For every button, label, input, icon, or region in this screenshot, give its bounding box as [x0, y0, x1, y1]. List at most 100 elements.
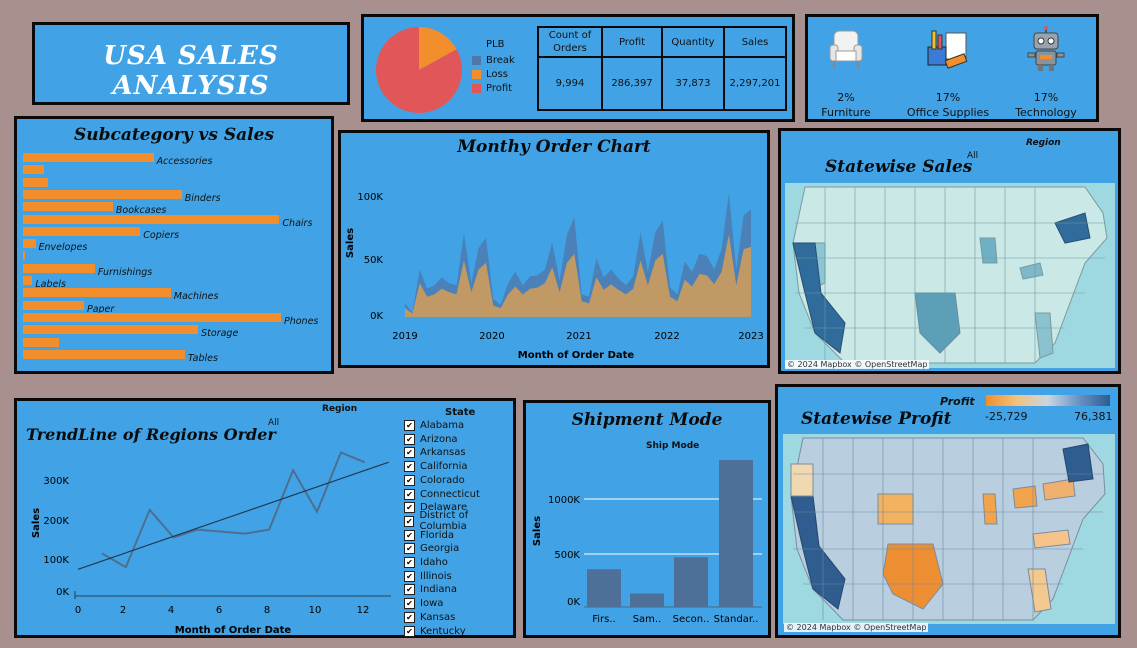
subcategory-bar[interactable] [23, 226, 141, 236]
subcategory-bar[interactable] [23, 165, 45, 175]
subcategory-bar[interactable] [23, 239, 36, 249]
statewise-profit-map[interactable] [783, 434, 1115, 624]
trend-ytick-0k: 0K [56, 587, 69, 598]
shipment-bar[interactable] [630, 593, 664, 608]
category-furniture[interactable]: 2% Furniture [796, 25, 896, 119]
checkbox-checked-icon[interactable]: ✔ [404, 625, 415, 637]
category-office-supplies-name: Office Supplies [906, 106, 990, 119]
kpi-value-profit: 286,397 [603, 58, 663, 109]
trend-xtick-6: 6 [216, 605, 222, 616]
statewise-sales-map[interactable] [785, 183, 1115, 368]
checkbox-checked-icon[interactable]: ✔ [404, 543, 415, 555]
region-filter-value[interactable]: All [967, 151, 979, 161]
plb-legend-loss[interactable]: Loss [472, 67, 515, 81]
subcategory-bar[interactable] [23, 202, 113, 212]
plb-legend-break[interactable]: Break [472, 53, 515, 67]
subcategory-bar[interactable] [23, 153, 154, 162]
monthly-ytick-50k: 50K [364, 255, 384, 266]
monthly-ytick-0: 0K [370, 311, 383, 322]
shipment-bar[interactable] [674, 557, 708, 607]
shipment-bar[interactable] [587, 569, 621, 607]
category-technology[interactable]: 17% Technology [996, 25, 1096, 119]
trend-line-chart[interactable]: 0K 100K 200K 300K 0 2 4 6 8 10 12 Month … [17, 401, 397, 637]
kpi-panel: PLB Break Loss Profit Count of Orders Prof… [361, 14, 795, 122]
checkbox-checked-icon[interactable]: ✔ [404, 461, 415, 473]
subcategory-bar[interactable] [23, 300, 84, 310]
state-filter-item[interactable]: ✔ Kansas [404, 611, 455, 624]
pie-slice-profit[interactable] [376, 27, 462, 114]
trend-sales-line[interactable] [101, 451, 366, 569]
state-filter-item[interactable]: ✔ District of Columbia [404, 510, 513, 532]
state-filter-label: Arizona [420, 433, 458, 445]
category-office-supplies[interactable]: 17% Office Supplies [898, 25, 998, 119]
shipment-bar-chart[interactable]: 1000K 500K 0K Sales Firs.. Sam.. Secon..… [526, 403, 768, 635]
checkbox-checked-icon[interactable]: ✔ [404, 433, 415, 445]
state-filter-item[interactable]: ✔ Colorado [404, 474, 465, 487]
checkbox-checked-icon[interactable]: ✔ [404, 529, 415, 541]
monthly-area-series-1[interactable] [405, 234, 751, 318]
checkbox-checked-icon[interactable]: ✔ [404, 488, 415, 500]
subcategory-bar[interactable] [23, 288, 171, 298]
checkbox-checked-icon[interactable]: ✔ [404, 557, 415, 568]
legend-label: Break [486, 54, 515, 66]
state-filter-item[interactable]: ✔ Kentucky [404, 625, 466, 638]
subcategory-bar[interactable] [23, 276, 33, 285]
subcategory-bar[interactable] [23, 263, 95, 273]
state-filter-label: District of Columbia [419, 510, 469, 533]
checkbox-checked-icon[interactable]: ✔ [404, 598, 415, 610]
pie-slice-loss[interactable] [419, 27, 457, 70]
checkbox-checked-icon[interactable]: ✔ [404, 502, 415, 514]
subcategory-bar-label: Accessories [156, 156, 213, 167]
state-filter-item[interactable]: ✔ Arizona [404, 433, 458, 446]
subcategory-bar[interactable] [23, 214, 280, 224]
shipment-bar[interactable] [719, 460, 753, 607]
state-filter-item[interactable]: ✔ Georgia [404, 542, 459, 555]
checkbox-checked-icon[interactable]: ✔ [404, 447, 415, 459]
state-filter-item[interactable]: ✔ Indiana [404, 583, 457, 596]
subcategory-bar[interactable] [23, 177, 49, 187]
category-furniture-pct: 2% [837, 91, 855, 104]
state-filter-item[interactable]: ✔ Illinois [404, 570, 452, 583]
checkbox-checked-icon[interactable]: ✔ [404, 611, 415, 623]
checkbox-checked-icon[interactable]: ✔ [404, 515, 415, 527]
state-filter-item[interactable]: ✔ Connecticut [404, 488, 480, 501]
monthly-xtick-2021: 2021 [566, 331, 591, 342]
subcategory-bar[interactable] [23, 325, 199, 335]
subcategory-bar[interactable] [23, 349, 185, 359]
category-furniture-name: Furniture [821, 106, 871, 119]
monthly-ytick-100k: 100K [357, 192, 383, 203]
monthly-area-chart[interactable]: 0K 50K 100K 2019 2020 2021 2022 2023 Mon… [341, 133, 767, 365]
state-filter-item[interactable]: ✔ Delaware [404, 501, 467, 514]
trend-region-value[interactable]: All [268, 418, 280, 428]
ship-cat-standard: Standar.. [714, 614, 759, 625]
state-filter-item[interactable]: ✔ Florida [404, 529, 454, 542]
subcategory-bar[interactable] [23, 337, 59, 347]
state-filter-item[interactable]: ✔ Idaho [404, 556, 448, 569]
checkbox-checked-icon[interactable]: ✔ [404, 474, 415, 486]
state-filter-item[interactable]: ✔ Arkansas [404, 446, 466, 459]
trend-title: TrendLine of Regions Order [26, 425, 276, 444]
checkbox-checked-icon[interactable]: ✔ [404, 420, 415, 431]
statewise-profit-credit[interactable]: © 2024 Mapbox © OpenStreetMap [784, 623, 929, 632]
statewise-sales-credit[interactable]: © 2024 Mapbox © OpenStreetMap [785, 360, 930, 369]
subcategory-bar-label: Envelopes [38, 242, 88, 254]
state-filter-item[interactable]: ✔ California [404, 460, 468, 473]
category-technology-pct: 17% [1033, 91, 1059, 104]
trend-xlabel: Month of Order Date [175, 625, 292, 636]
trend-region-label: Region [322, 404, 358, 414]
subcategory-bar[interactable] [23, 312, 281, 322]
state-filter-label: Idaho [420, 557, 448, 568]
plb-pie-chart[interactable] [374, 25, 464, 115]
plb-legend-profit[interactable]: Profit [472, 81, 515, 95]
checkbox-checked-icon[interactable]: ✔ [404, 584, 415, 596]
ship-cat-second: Secon.. [673, 614, 710, 625]
subcategory-bar[interactable] [23, 251, 26, 261]
armchair-icon [829, 30, 863, 69]
ship-cat-first: Firs.. [592, 614, 615, 625]
shipment-title: Shipment Mode [571, 410, 723, 430]
checkbox-checked-icon[interactable]: ✔ [404, 570, 415, 582]
state-filter-item[interactable]: ✔ Iowa [404, 597, 443, 610]
subcategory-bar[interactable] [23, 189, 182, 199]
state-filter-item[interactable]: ✔ Alabama [404, 419, 464, 432]
state-filter-label: Kansas [420, 611, 456, 623]
